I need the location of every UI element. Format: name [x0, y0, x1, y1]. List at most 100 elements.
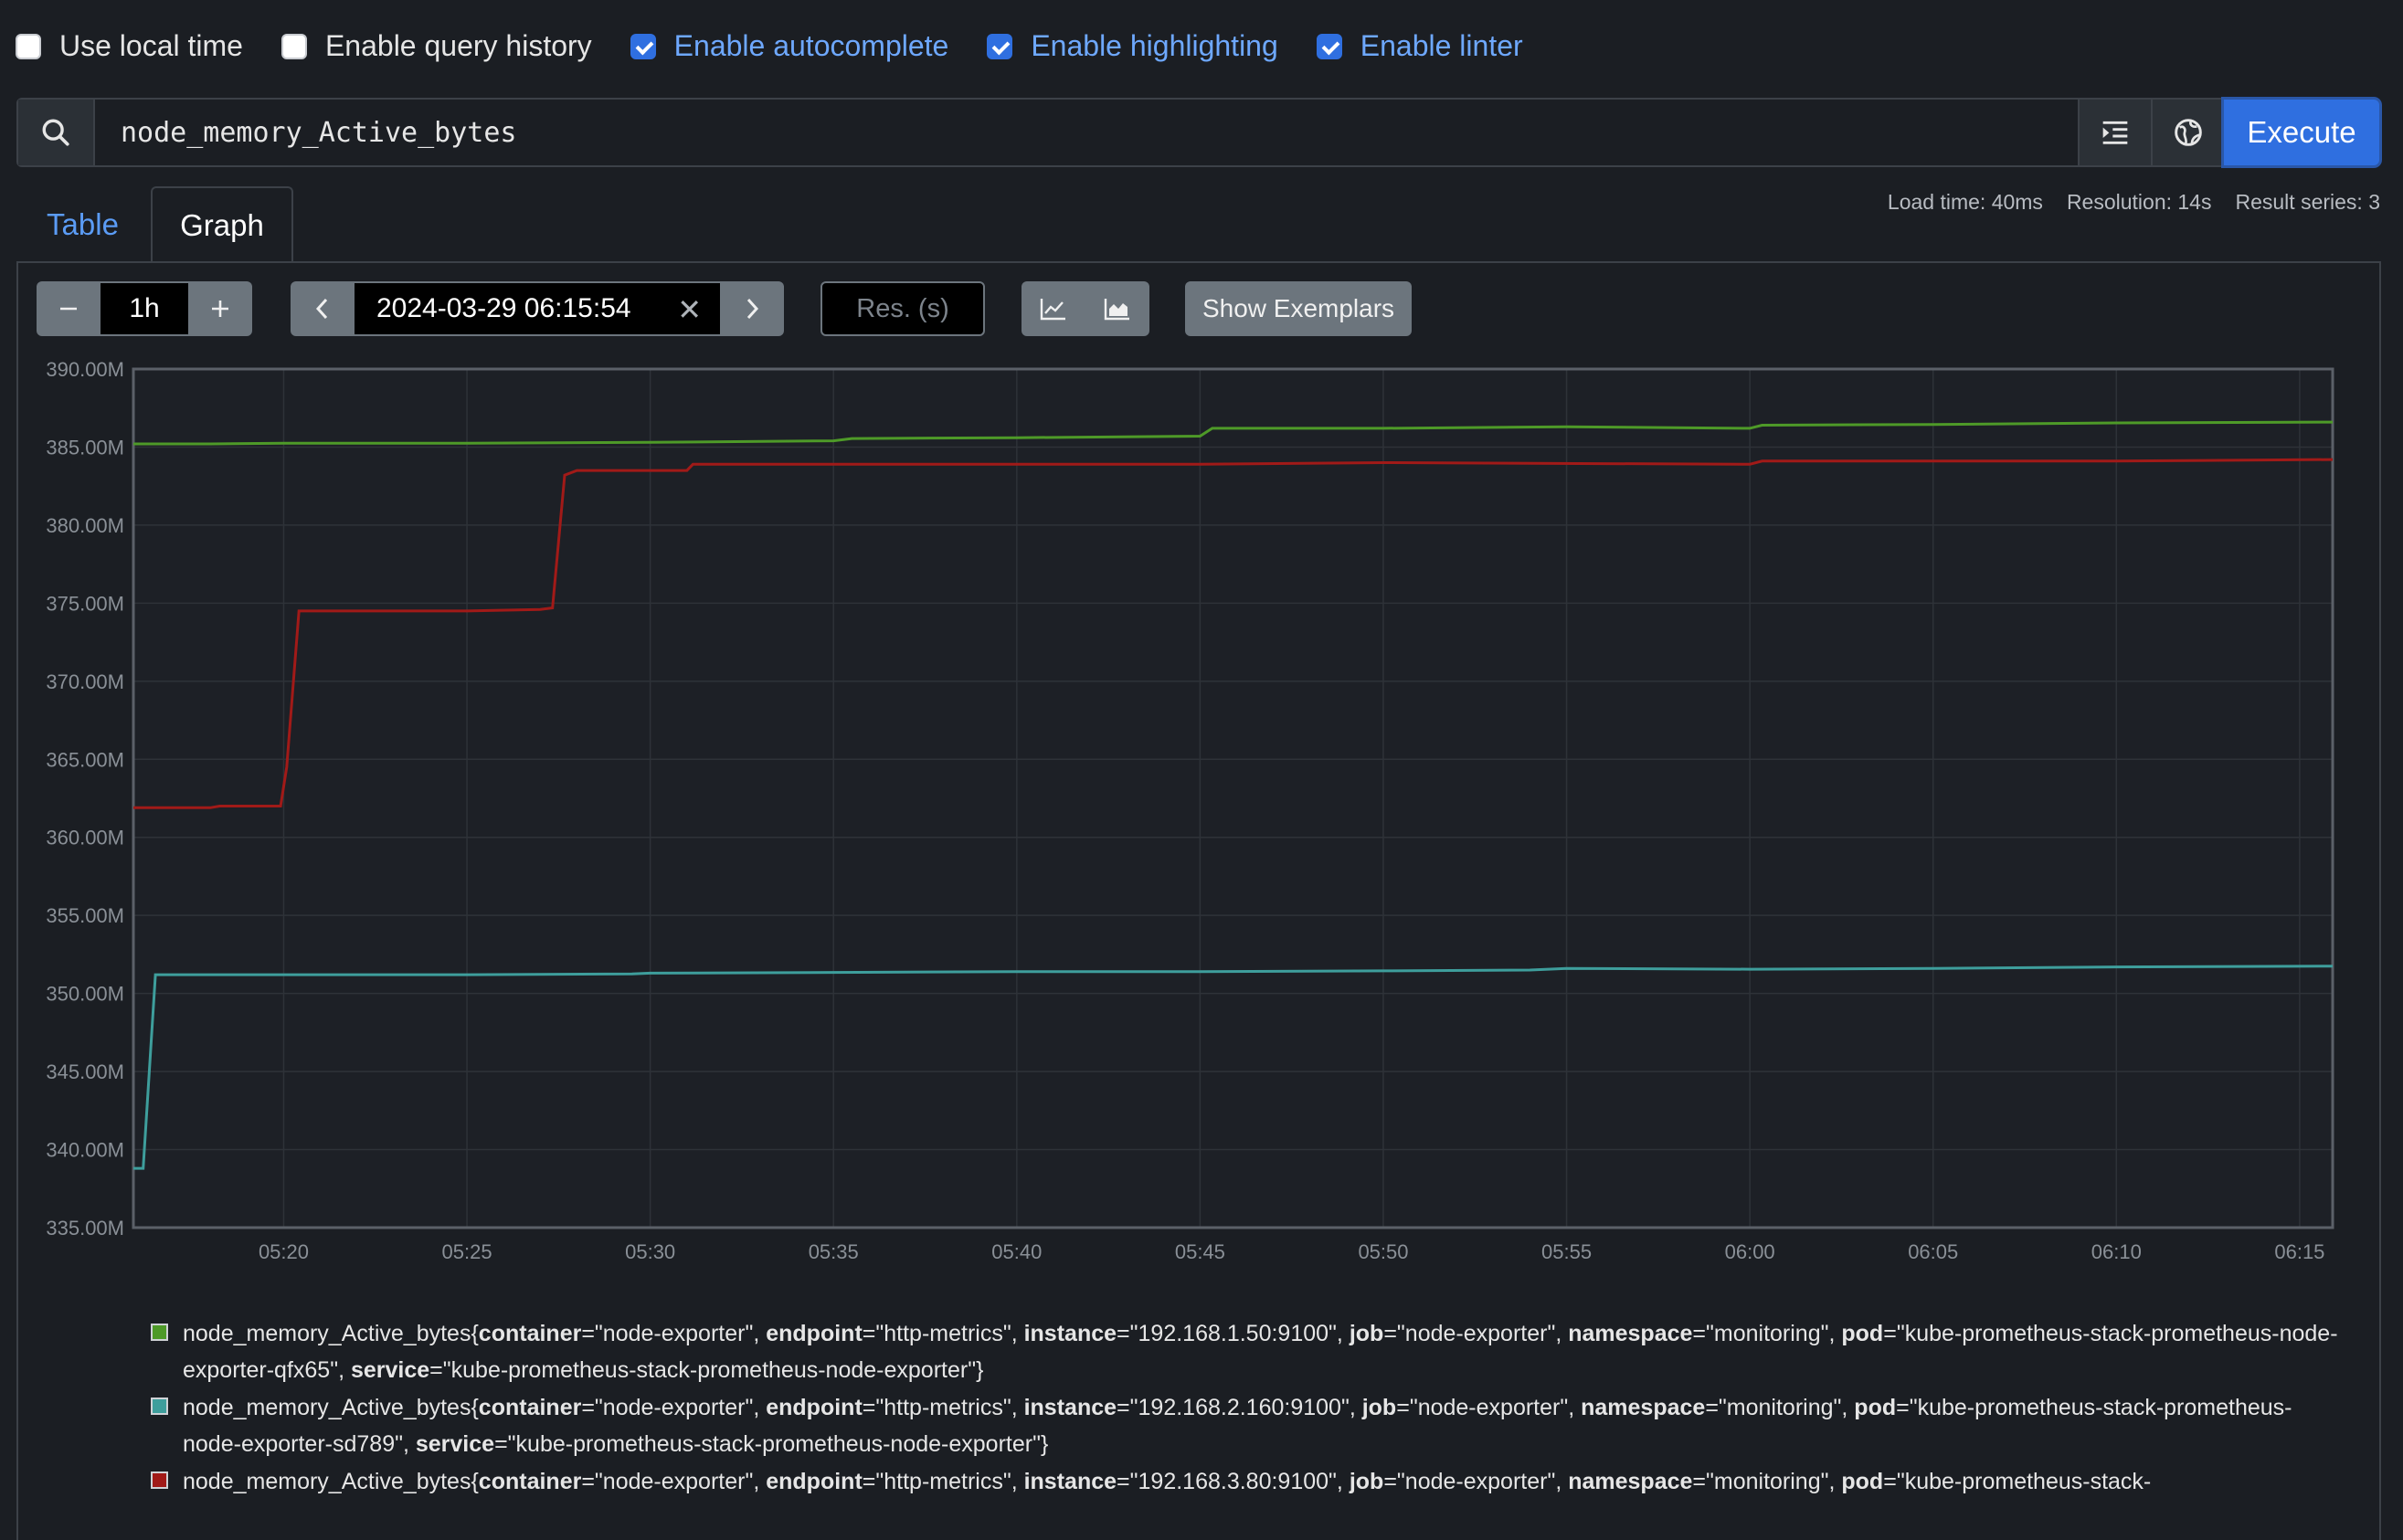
option-label: Enable query history — [324, 29, 592, 62]
legend-label-key: service — [415, 1431, 495, 1457]
query-bar: Execute — [16, 98, 2381, 167]
resolution: Resolution: 14s — [2066, 190, 2212, 214]
option-label: Enable autocomplete — [673, 29, 949, 62]
legend-label-value: ="192.168.3.80:9100", — [1117, 1469, 1350, 1494]
legend-metric: node_memory_Active_bytes{ — [183, 1395, 479, 1420]
x-tick-label: 06:00 — [1725, 1240, 1775, 1263]
highlighting-checkbox[interactable] — [987, 33, 1013, 59]
graph-chart: 335.00M 340.00M 345.00M 350.00M 355.00M 360.0… — [46, 358, 2334, 1263]
tab-graph[interactable]: Graph — [151, 186, 293, 263]
series-line-1 — [133, 420, 2334, 446]
y-tick-label: 360.00M — [46, 827, 124, 849]
show-exemplars-button[interactable]: Show Exemplars — [1185, 281, 1412, 336]
legend-label-value: ="kube-prometheus-stack-prometheus-node-… — [429, 1357, 984, 1383]
query-history-checkbox[interactable] — [281, 33, 307, 59]
option-linter[interactable]: Enable linter — [1316, 29, 1523, 63]
legend-label-key: pod — [1854, 1395, 1897, 1420]
option-autocomplete[interactable]: Enable autocomplete — [630, 29, 949, 63]
metrics-explorer-button[interactable] — [2151, 100, 2224, 165]
x-tick-label: 06:15 — [2274, 1240, 2324, 1263]
legend-label-value: ="http-metrics", — [862, 1321, 1024, 1346]
x-tick-label: 05:25 — [442, 1240, 492, 1263]
option-use-local-time[interactable]: Use local time — [16, 29, 243, 63]
resolution-input[interactable]: Res. (s) — [820, 281, 985, 336]
y-tick-label: 390.00M — [46, 358, 124, 381]
legend-label-value: ="192.168.1.50:9100", — [1117, 1321, 1350, 1346]
format-icon — [2102, 121, 2128, 144]
minus-icon — [60, 307, 77, 311]
legend-metric: node_memory_Active_bytes{ — [183, 1321, 479, 1346]
end-time-value: 2024-03-29 06:15:54 — [376, 293, 631, 323]
autocomplete-checkbox[interactable] — [630, 33, 656, 59]
next-time-button[interactable] — [720, 281, 784, 336]
metrics-explorer-icon — [2175, 119, 2202, 146]
x-tick-label: 05:55 — [1541, 1240, 1592, 1263]
legend-label-key: instance — [1023, 1469, 1117, 1494]
plus-icon — [212, 301, 228, 317]
format-expression-button[interactable] — [2078, 100, 2151, 165]
unstacked-chart-button[interactable] — [1022, 281, 1085, 336]
chevron-right-icon — [746, 298, 759, 320]
stacked-chart-icon — [1104, 299, 1129, 321]
y-tick-label: 375.00M — [46, 592, 124, 615]
range-input[interactable]: 1h — [101, 281, 188, 336]
load-time: Load time: 40ms — [1887, 190, 2043, 214]
x-tick-label: 06:05 — [1908, 1240, 1958, 1263]
x-tick-label: 05:35 — [809, 1240, 859, 1263]
clear-icon[interactable]: ✕ — [677, 293, 702, 326]
legend-label-key: service — [350, 1357, 430, 1383]
legend-label-key: instance — [1023, 1395, 1117, 1420]
legend-label-value: ="node-exporter", — [1396, 1395, 1582, 1420]
legend-label-key: pod — [1841, 1469, 1884, 1494]
legend-label-value: ="node-exporter", — [581, 1321, 767, 1346]
linter-checkbox[interactable] — [1316, 33, 1342, 59]
legend-label-key: endpoint — [766, 1321, 863, 1346]
legend-label-key: endpoint — [766, 1469, 863, 1494]
legend-swatch — [151, 1324, 168, 1341]
line-chart-icon — [1040, 299, 1065, 321]
query-stats: Load time: 40ms Resolution: 14s Result s… — [1888, 190, 2380, 215]
legend-label-key: namespace — [1568, 1469, 1693, 1494]
y-tick-label: 355.00M — [46, 904, 124, 927]
increase-range-button[interactable] — [188, 281, 252, 336]
previous-time-button[interactable] — [291, 281, 355, 336]
y-tick-label: 385.00M — [46, 436, 124, 459]
legend-label-key: instance — [1023, 1321, 1117, 1346]
legend-item[interactable]: node_memory_Active_bytes{container="node… — [151, 1315, 2344, 1388]
end-time-input[interactable]: 2024-03-29 06:15:54 ✕ — [355, 281, 720, 336]
legend-label-value: ="kube-prometheus-stack-prometheus-node-… — [494, 1431, 1049, 1457]
option-highlighting[interactable]: Enable highlighting — [987, 29, 1278, 63]
tab-table[interactable]: Table — [47, 207, 119, 241]
expression-input[interactable] — [95, 100, 2078, 165]
y-tick-label: 335.00M — [46, 1217, 124, 1239]
series-line-2 — [133, 965, 2334, 1170]
legend-label-value: ="node-exporter", — [581, 1395, 767, 1420]
graph-panel — [16, 261, 2381, 1540]
execute-button[interactable]: Execute — [2224, 100, 2379, 165]
legend-label-key: container — [478, 1395, 582, 1420]
option-label: Use local time — [59, 29, 243, 62]
option-query-history[interactable]: Enable query history — [281, 29, 592, 63]
use-local-time-checkbox[interactable] — [16, 33, 41, 59]
search-icon — [18, 100, 95, 165]
x-tick-label: 05:30 — [625, 1240, 675, 1263]
legend-item[interactable]: node_memory_Active_bytes{container="node… — [151, 1389, 2344, 1462]
decrease-range-button[interactable] — [37, 281, 101, 336]
legend-label-key: job — [1349, 1469, 1384, 1494]
legend-label-key: pod — [1841, 1321, 1884, 1346]
result-series: Result series: 3 — [2235, 190, 2380, 214]
y-tick-label: 350.00M — [46, 983, 124, 1006]
x-tick-label: 05:50 — [1358, 1240, 1408, 1263]
legend-label-value: ="monitoring", — [1705, 1395, 1855, 1420]
legend-swatch — [151, 1471, 168, 1489]
legend-label-value: ="node-exporter", — [1383, 1469, 1569, 1494]
legend-item[interactable]: node_memory_Active_bytes{container="node… — [151, 1463, 2344, 1500]
stacked-chart-button[interactable] — [1085, 281, 1149, 336]
y-tick-label: 380.00M — [46, 514, 124, 537]
legend-label-key: container — [478, 1321, 582, 1346]
y-tick-label: 365.00M — [46, 748, 124, 771]
query-options: Use local time Enable query history Enab… — [16, 29, 1561, 63]
legend-swatch — [151, 1398, 168, 1415]
x-tick-label: 05:20 — [259, 1240, 309, 1263]
legend-label-value: ="http-metrics", — [862, 1395, 1024, 1420]
